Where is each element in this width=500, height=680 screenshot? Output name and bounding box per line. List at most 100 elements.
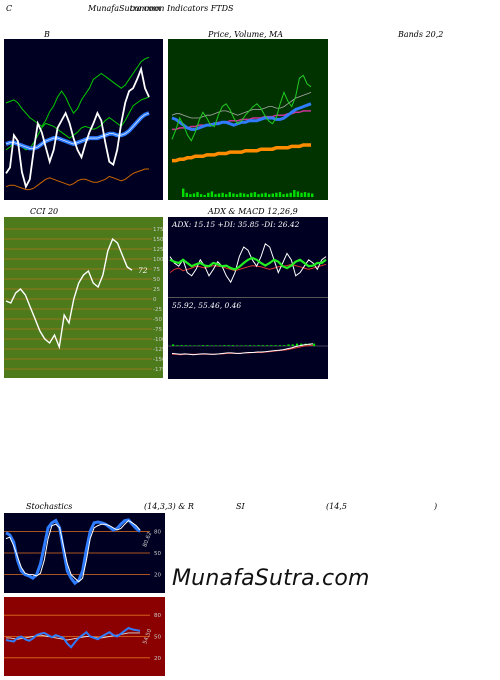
- volume-bar: [199, 194, 203, 197]
- cci-tick-label: 125: [153, 247, 163, 253]
- ma-short-line: [171, 92, 312, 119]
- macd-histogram-bar: [287, 344, 290, 346]
- volume-bar: [214, 194, 217, 197]
- volume-bar: [311, 193, 314, 197]
- cci-tick-label: 150: [153, 237, 163, 243]
- volume-bar: [253, 192, 257, 197]
- volume-bar: [260, 193, 264, 197]
- cci-line: [5, 237, 133, 350]
- volume-bar: [264, 192, 267, 197]
- ma-blue-line: [171, 102, 312, 131]
- cci-tick-label: -175: [153, 367, 163, 373]
- volume-bar: [250, 192, 253, 197]
- price-ma-chart: [171, 74, 314, 197]
- b-label: B: [44, 30, 50, 39]
- macd-histogram-bar: [231, 345, 234, 346]
- adx-line: [169, 242, 327, 284]
- cci-tick-label: 75: [153, 267, 160, 273]
- macd-histogram-bar: [274, 345, 277, 346]
- macd-histogram-bar: [244, 345, 247, 346]
- cci-tick-label: 25: [153, 287, 160, 293]
- macd-histogram-bar: [180, 345, 183, 346]
- watermark: MunafaSutra.com: [172, 566, 370, 591]
- macd-histogram-bar: [236, 345, 239, 346]
- volume-bar: [210, 191, 214, 197]
- stoch-tick-label: 80: [154, 529, 161, 535]
- cci-tick-label: -125: [153, 347, 163, 353]
- volume-bar: [182, 188, 185, 197]
- cci-tick-label: 100: [153, 257, 163, 263]
- volume-bar: [203, 194, 206, 197]
- adx-macd-label: ADX & MACD 12,26,9: [208, 207, 298, 216]
- macd-histogram-bar: [184, 345, 187, 346]
- rsi-panel: 80 50 20 54.50: [4, 597, 165, 676]
- stoch-k-line: [5, 519, 141, 583]
- macd-histogram-bar: [300, 343, 303, 346]
- macd-line: [171, 343, 314, 356]
- cci-tick-label: -25: [153, 307, 162, 313]
- macd-histogram-bar: [227, 345, 230, 346]
- volume-bar: [293, 190, 296, 197]
- rsi-tick-label: 50: [154, 635, 161, 641]
- macd-histogram-bar: [197, 345, 200, 346]
- macd-histogram-bar: [240, 345, 243, 346]
- volume-bar: [300, 192, 303, 197]
- stoch-value-label: 80.62: [142, 531, 153, 548]
- cci-tick-label: 0: [153, 297, 157, 303]
- macd-histogram-bar: [193, 345, 196, 346]
- price-volume-ma-label: Price, Volume, MA: [208, 30, 284, 39]
- volume-bar: [296, 191, 300, 197]
- stoch-tick-label: 20: [154, 573, 161, 579]
- macd-histogram-bar: [206, 345, 209, 346]
- volume-bar: [221, 192, 224, 197]
- macd-histogram-bar: [214, 345, 217, 346]
- macd-histogram-bar: [189, 345, 192, 346]
- cci-tick-label: -150: [153, 357, 163, 363]
- macd-histogram-bar: [253, 345, 256, 346]
- adx-header: ADX: 15.15 +DI: 35.85 -DI: 26.42: [171, 220, 300, 229]
- rsi-tick-label: 80: [154, 613, 161, 619]
- bollinger-chart: [5, 56, 150, 191]
- adx-chart: ADX: 15.15 +DI: 35.85 -DI: 26.42: [169, 220, 327, 284]
- macd-histogram-bar: [210, 345, 213, 346]
- macd-histogram-bar: [291, 344, 294, 346]
- adx-panel: ADX: 15.15 +DI: 35.85 -DI: 26.42: [168, 217, 328, 297]
- rsi-params-label: (14,5: [326, 502, 347, 511]
- macd-histogram-bar: [176, 345, 179, 346]
- middle-band-highlight: [5, 112, 150, 149]
- volume-bar: [303, 192, 307, 197]
- macd-histogram-bar: [308, 343, 311, 346]
- volume-bar: [235, 194, 239, 197]
- volume-bar: [282, 194, 285, 197]
- macd-panel: 55.92, 55.46, 0.46: [168, 297, 328, 379]
- macd-chart: 55.92, 55.46, 0.46: [168, 301, 328, 356]
- rsi-tick-label: 20: [154, 656, 161, 662]
- cci-label: CCI 20: [30, 207, 59, 216]
- rsi-value-label: 54.50: [142, 628, 153, 645]
- macd-histogram-bar: [295, 343, 299, 346]
- volume-bar: [196, 192, 199, 197]
- ma-long-line: [172, 143, 311, 163]
- macd-histogram-bar: [270, 345, 273, 346]
- macd-header: 55.92, 55.46, 0.46: [172, 301, 241, 310]
- stoch-d-line: [5, 518, 141, 586]
- macd-histogram-bar: [201, 345, 205, 346]
- volume-bar: [289, 192, 292, 197]
- macd-histogram-bar: [172, 344, 175, 346]
- volume-bar: [268, 194, 271, 197]
- price-line: [5, 65, 150, 190]
- cci-tick-label: -100: [153, 337, 163, 343]
- volume-bar: [189, 194, 192, 197]
- close-paren-label: ): [434, 502, 438, 511]
- macd-histogram-bar: [219, 345, 222, 346]
- c-label: C: [6, 4, 13, 13]
- macd-histogram-bar: [278, 345, 281, 346]
- volume-bar: [307, 192, 310, 197]
- cci-panel: 175 150 125 100 75 50 25 0 -25 -50 -75 -100 -125 -150…: [4, 217, 163, 378]
- volume-bar: [246, 194, 249, 197]
- cci-tick-label: -75: [153, 327, 162, 333]
- macd-histogram-bar: [223, 345, 226, 346]
- stochastics-chart: 80 50 20 80.62: [4, 518, 161, 586]
- stoch-params-label: (14,3,3) & R: [144, 502, 194, 511]
- price-ma-panel: [168, 39, 328, 200]
